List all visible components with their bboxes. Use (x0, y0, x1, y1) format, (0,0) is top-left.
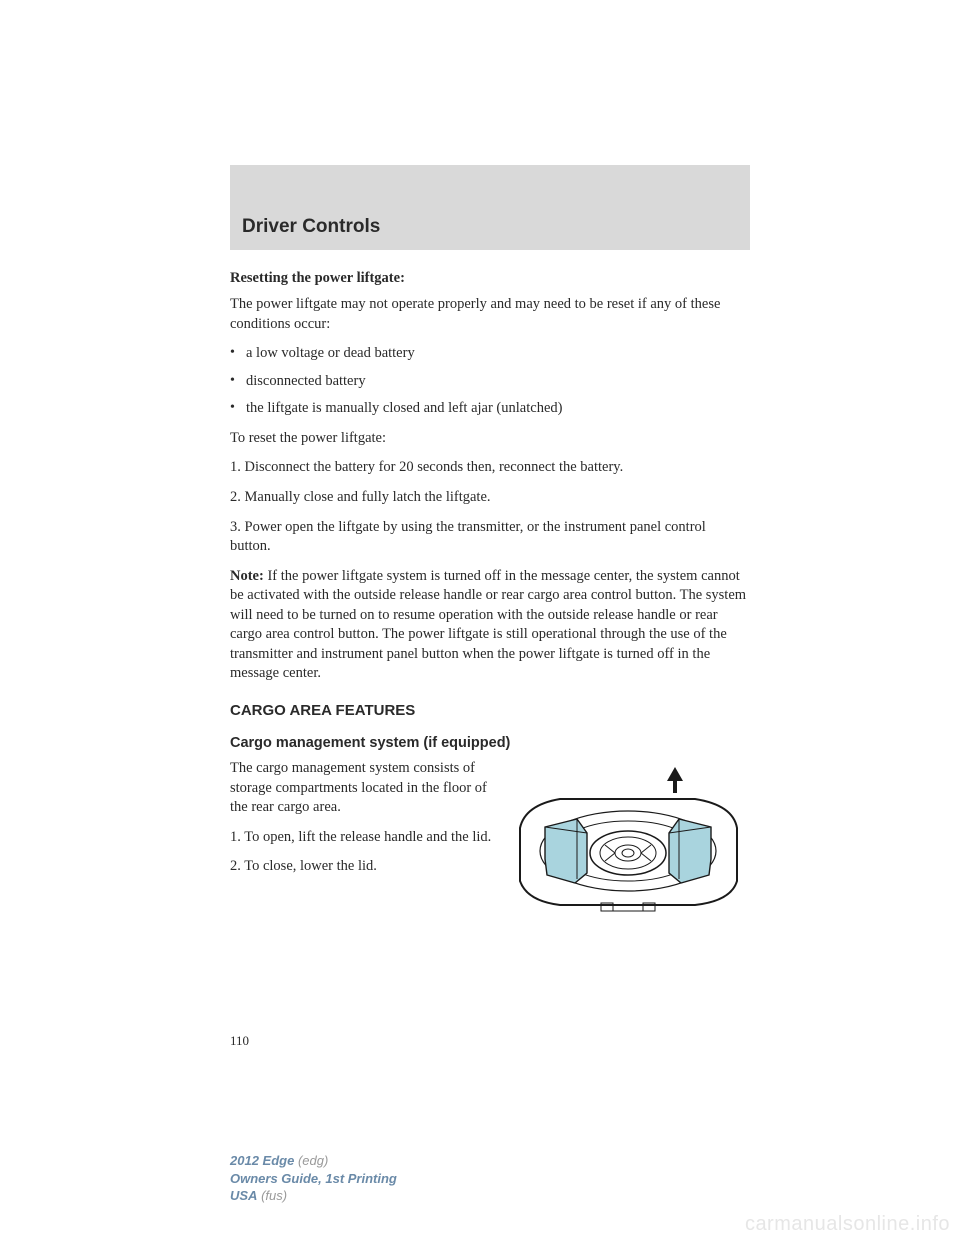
cargo-diagram-icon (505, 763, 750, 923)
note-label: Note: (230, 568, 264, 584)
cargo-step: 1. To open, lift the release handle and … (230, 828, 495, 848)
step-text: 3. Power open the liftgate by using the … (230, 518, 750, 557)
list-item: a low voltage or dead battery (230, 344, 750, 364)
page-content: Driver Controls Resetting the power lift… (230, 165, 750, 1049)
heading-reset-liftgate: Resetting the power liftgate: (230, 270, 750, 287)
cargo-paragraph: The cargo management system consists of … (230, 759, 495, 818)
cargo-step: 2. To close, lower the lid. (230, 857, 495, 877)
step-text: 2. Manually close and fully latch the li… (230, 488, 750, 508)
page-number: 110 (230, 1033, 750, 1049)
section-header-bar: Driver Controls (230, 165, 750, 250)
subheading-cargo-mgmt: Cargo management system (if equipped) (230, 735, 750, 751)
two-column-layout: The cargo management system consists of … (230, 759, 750, 928)
footer-code-1: (edg) (294, 1153, 328, 1168)
footer-line-2: Owners Guide, 1st Printing (230, 1170, 397, 1188)
paragraph-intro: The power liftgate may not operate prope… (230, 295, 750, 334)
note-paragraph: Note: If the power liftgate system is tu… (230, 567, 750, 684)
footer-model: 2012 Edge (230, 1153, 294, 1168)
cargo-diagram-column (505, 759, 750, 928)
heading-cargo-features: CARGO AREA FEATURES (230, 702, 750, 719)
footer-region: USA (230, 1188, 257, 1203)
section-header-title: Driver Controls (242, 216, 380, 238)
footer-block: 2012 Edge (edg) Owners Guide, 1st Printi… (230, 1152, 397, 1205)
watermark-text: carmanualsonline.info (745, 1213, 950, 1236)
bullet-list-conditions: a low voltage or dead battery disconnect… (230, 344, 750, 419)
list-item: disconnected battery (230, 372, 750, 392)
paragraph-to-reset: To reset the power liftgate: (230, 429, 750, 449)
list-item: the liftgate is manually closed and left… (230, 399, 750, 419)
note-body: If the power liftgate system is turned o… (230, 568, 746, 682)
footer-line-3: USA (fus) (230, 1187, 397, 1205)
footer-line-1: 2012 Edge (edg) (230, 1152, 397, 1170)
step-text: 1. Disconnect the battery for 20 seconds… (230, 458, 750, 478)
footer-code-2: (fus) (257, 1188, 287, 1203)
cargo-text-column: The cargo management system consists of … (230, 759, 495, 928)
